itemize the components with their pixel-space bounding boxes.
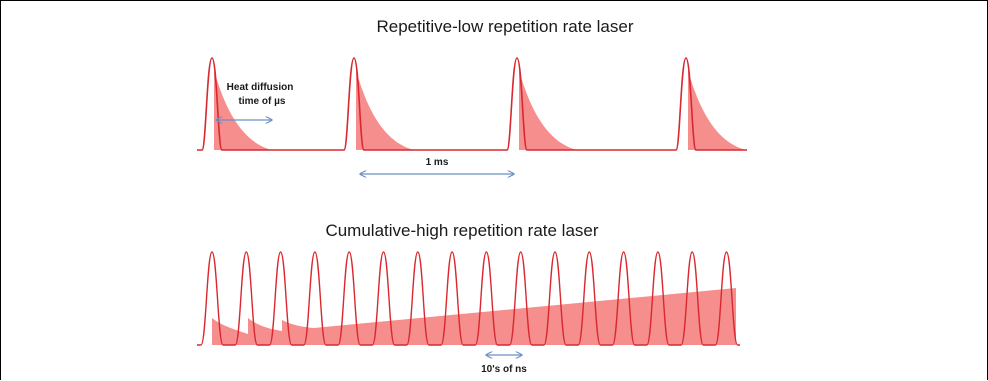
heat-diffusion-label-line1: Heat diffusion [227,82,294,93]
bottom-pulse-train [197,251,740,346]
heat-decay-fill-3 [519,70,577,150]
heat-decay-fill-2 [356,70,414,150]
period-label-1ms: 1 ms [426,157,449,168]
bottom-panel: Cumulative-high repetition rate laser 10… [197,221,740,375]
cumulative-heat-fill [212,288,736,345]
heat-decay-fill-1 [214,70,272,150]
bottom-panel-title: Cumulative-high repetition rate laser [325,221,598,240]
top-pulse-train [197,57,747,151]
period-label-ns: 10's of ns [481,364,527,375]
heat-diffusion-label-line2: time of µs [239,96,286,107]
top-heat-fill-group [214,70,746,150]
top-panel-title: Repetitive-low repetition rate laser [376,17,633,36]
top-panel: Repetitive-low repetition rate laser Hea… [197,17,747,174]
heat-decay-fill-4 [688,70,746,150]
